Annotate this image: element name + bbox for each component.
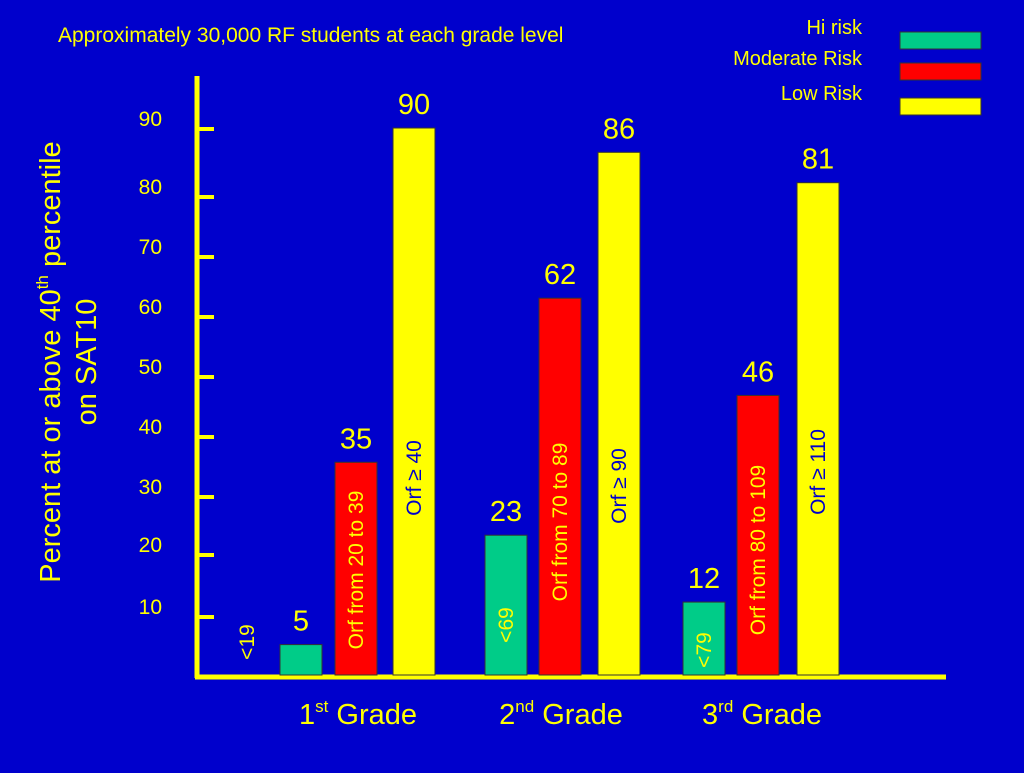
legend-label: Low Risk	[781, 83, 863, 105]
x-categories: 1st Grade 2nd Grade 3rd Grade	[299, 697, 822, 731]
chart-title: Approximately 30,000 RF students at each…	[58, 24, 563, 47]
bar-annotation: Orf ≥ 110	[807, 429, 830, 515]
bars: 5 <19 23 <69 12 <79 35 Orf from 20 to 39 62 Orf f…	[236, 89, 840, 676]
bar-value-label: 12	[688, 563, 720, 595]
bar-annotation: <69	[495, 607, 518, 643]
legend-label: Hi risk	[806, 17, 863, 39]
bar-annotation: Orf from 80 to 109	[747, 465, 770, 635]
bar	[334, 461, 378, 676]
bar	[279, 644, 323, 676]
bar	[484, 534, 528, 676]
bar-value-label: 5	[293, 606, 309, 638]
bar-value-label: 23	[490, 496, 522, 528]
y-axis-label-line1: Percent at or above 40	[35, 289, 67, 582]
bar-value-label: 46	[742, 356, 774, 388]
x-category-label: 3rd Grade	[702, 697, 822, 731]
y-axis-label: Percent at or above 40th percentile on S…	[33, 141, 103, 582]
y-tick-label: 40	[139, 416, 162, 439]
y-axis-label-line2: on SAT10	[71, 299, 103, 426]
bar-annotation: Orf ≥ 90	[608, 448, 631, 524]
bar-annotation: Orf ≥ 40	[403, 440, 426, 516]
y-ticks: 10 20 30 40 50 60 70 80 90	[139, 108, 214, 619]
bar	[796, 182, 840, 676]
y-tick-label: 20	[139, 534, 162, 557]
y-tick-label: 30	[139, 476, 162, 499]
bar-annotation: Orf from 20 to 39	[345, 491, 368, 650]
legend-swatch	[899, 62, 982, 81]
bar-annotation: <79	[693, 632, 716, 668]
legend: Hi risk Moderate Risk Low Risk	[733, 17, 982, 116]
bar-annotation: Orf from 70 to 89	[549, 443, 572, 602]
bar-value-label: 62	[544, 259, 576, 291]
bar	[682, 601, 726, 676]
y-tick-label: 60	[139, 296, 162, 319]
legend-swatch	[899, 97, 982, 116]
bar	[538, 297, 582, 676]
bar-value-label: 86	[603, 113, 635, 145]
y-axis-label-line1-end: percentile	[35, 141, 67, 275]
bar-value-label: 90	[398, 89, 430, 121]
y-tick-label: 70	[139, 236, 162, 259]
y-tick-label: 90	[139, 108, 162, 131]
y-tick-label: 10	[139, 596, 162, 619]
y-axis-label-sup: th	[33, 275, 52, 289]
legend-label: Moderate Risk	[733, 48, 863, 70]
x-category-label: 2nd Grade	[499, 697, 623, 731]
bar	[597, 151, 641, 676]
x-category-label: 1st Grade	[299, 697, 417, 731]
legend-swatch	[899, 31, 982, 50]
bar-value-label: 81	[802, 144, 834, 176]
svg-text:Percent at or above 40th perce: Percent at or above 40th percentile	[33, 141, 67, 582]
y-tick-label: 80	[139, 176, 162, 199]
bar	[392, 127, 436, 676]
bar-annotation: <19	[236, 624, 259, 660]
y-tick-label: 50	[139, 356, 162, 379]
bar-value-label: 35	[340, 423, 372, 455]
bar	[736, 394, 780, 676]
